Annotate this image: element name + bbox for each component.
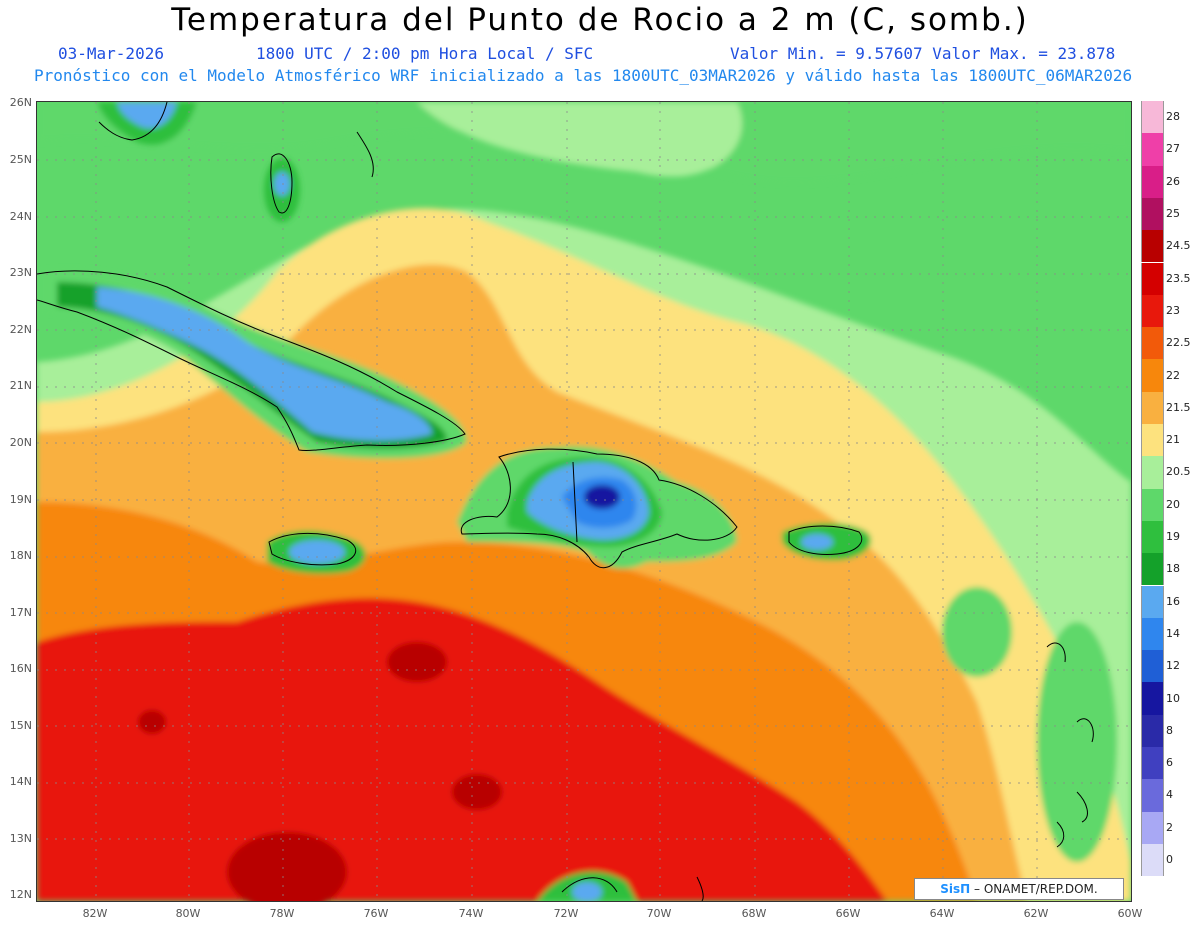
colorbar-swatch xyxy=(1141,520,1164,554)
colorbar-label: 25 xyxy=(1166,207,1180,221)
lat-label: 24N xyxy=(9,210,32,223)
lon-label: 74W xyxy=(458,907,484,920)
credit-box: SisΠ – ONAMET/REP.DOM. xyxy=(914,878,1124,900)
lon-label: 66W xyxy=(835,907,861,920)
colorbar-label: 26 xyxy=(1166,174,1180,188)
lat-label: 15N xyxy=(9,719,32,732)
lat-label: 13N xyxy=(9,832,32,845)
colorbar-swatch xyxy=(1141,391,1164,424)
colorbar-swatch xyxy=(1141,747,1164,780)
colorbar-label: 27 xyxy=(1166,142,1180,156)
colorbar-swatch xyxy=(1141,262,1164,295)
colorbar-label: 22 xyxy=(1166,368,1180,382)
colorbar-swatch xyxy=(1141,294,1164,328)
colorbar-swatch xyxy=(1141,779,1164,812)
lat-label: 25N xyxy=(9,153,32,166)
colorbar-label: 8 xyxy=(1166,723,1173,737)
lon-label: 76W xyxy=(363,907,389,920)
map-area xyxy=(36,101,1132,902)
colorbar-label: 23 xyxy=(1166,303,1180,317)
colorbar-label: 22.5 xyxy=(1166,336,1191,350)
lon-label: 64W xyxy=(929,907,955,920)
colorbar-swatch xyxy=(1141,650,1164,683)
lat-label: 12N xyxy=(9,888,32,901)
colorbar-label: 23.5 xyxy=(1166,271,1191,285)
colorbar-swatch xyxy=(1141,682,1164,715)
min-max-values: Valor Min. = 9.57607 Valor Max. = 23.878 xyxy=(730,44,1116,63)
valid-date: 03-Mar-2026 xyxy=(58,44,164,63)
colorbar-label: 0 xyxy=(1166,853,1173,867)
lon-label: 82W xyxy=(82,907,108,920)
lon-label: 80W xyxy=(175,907,201,920)
colorbar-label: 14 xyxy=(1166,626,1180,640)
valid-time: 1800 UTC / 2:00 pm Hora Local / SFC xyxy=(256,44,594,63)
lon-label: 62W xyxy=(1023,907,1049,920)
colorbar-swatch xyxy=(1141,197,1164,231)
colorbar-swatch xyxy=(1141,585,1164,618)
colorbar-swatch xyxy=(1141,424,1164,457)
colorbar-swatch xyxy=(1141,714,1164,747)
lat-label: 26N xyxy=(9,96,32,109)
coastlines xyxy=(37,102,1094,901)
lat-label: 19N xyxy=(9,493,32,506)
colorbar-swatch xyxy=(1141,553,1164,586)
colorbar-swatch xyxy=(1141,101,1164,134)
credit-org: – ONAMET/REP.DOM. xyxy=(970,882,1098,896)
colorbar-swatch xyxy=(1141,327,1164,360)
colorbar-label: 20.5 xyxy=(1166,465,1191,479)
lat-label: 20N xyxy=(9,436,32,449)
colorbar-label: 16 xyxy=(1166,594,1180,608)
colorbar-label: 20 xyxy=(1166,497,1180,511)
colorbar-label: 21 xyxy=(1166,433,1180,447)
lat-label: 21N xyxy=(9,379,32,392)
colorbar-label: 12 xyxy=(1166,659,1180,673)
colorbar-label: 19 xyxy=(1166,530,1180,544)
colorbar-label: 24.5 xyxy=(1166,239,1191,253)
colorbar-swatch xyxy=(1141,617,1164,651)
map-title: Temperatura del Punto de Rocio a 2 m (C,… xyxy=(171,2,1029,38)
colorbar-swatch xyxy=(1141,456,1164,489)
lat-label: 18N xyxy=(9,549,32,562)
lon-label: 78W xyxy=(269,907,295,920)
colorbar-label: 21.5 xyxy=(1166,400,1191,414)
colorbar-swatch xyxy=(1141,359,1164,392)
lat-label: 22N xyxy=(9,323,32,336)
colorbar-swatch xyxy=(1141,488,1164,521)
sispi-logo: SisΠ xyxy=(940,882,971,896)
colorbar-label: 18 xyxy=(1166,562,1180,576)
colorbar-swatch xyxy=(1141,133,1164,166)
lon-label: 68W xyxy=(741,907,767,920)
lat-label: 23N xyxy=(9,266,32,279)
colorbar-swatch xyxy=(1141,843,1164,877)
model-description: Pronóstico con el Modelo Atmosférico WRF… xyxy=(34,66,1133,85)
lon-label: 70W xyxy=(646,907,672,920)
dewpoint-field xyxy=(37,102,1131,901)
colorbar-label: 6 xyxy=(1166,756,1173,770)
colorbar-label: 2 xyxy=(1166,820,1173,834)
colorbar-swatch xyxy=(1141,230,1164,263)
lat-label: 17N xyxy=(9,606,32,619)
colorbar-swatch xyxy=(1141,811,1164,844)
colorbar-label: 10 xyxy=(1166,691,1180,705)
lon-label: 60W xyxy=(1117,907,1143,920)
lat-label: 14N xyxy=(9,775,32,788)
colorbar-label: 28 xyxy=(1166,110,1180,124)
lat-label: 16N xyxy=(9,662,32,675)
colorbar-swatch xyxy=(1141,165,1164,198)
colorbar-label: 4 xyxy=(1166,788,1173,802)
lon-label: 72W xyxy=(553,907,579,920)
